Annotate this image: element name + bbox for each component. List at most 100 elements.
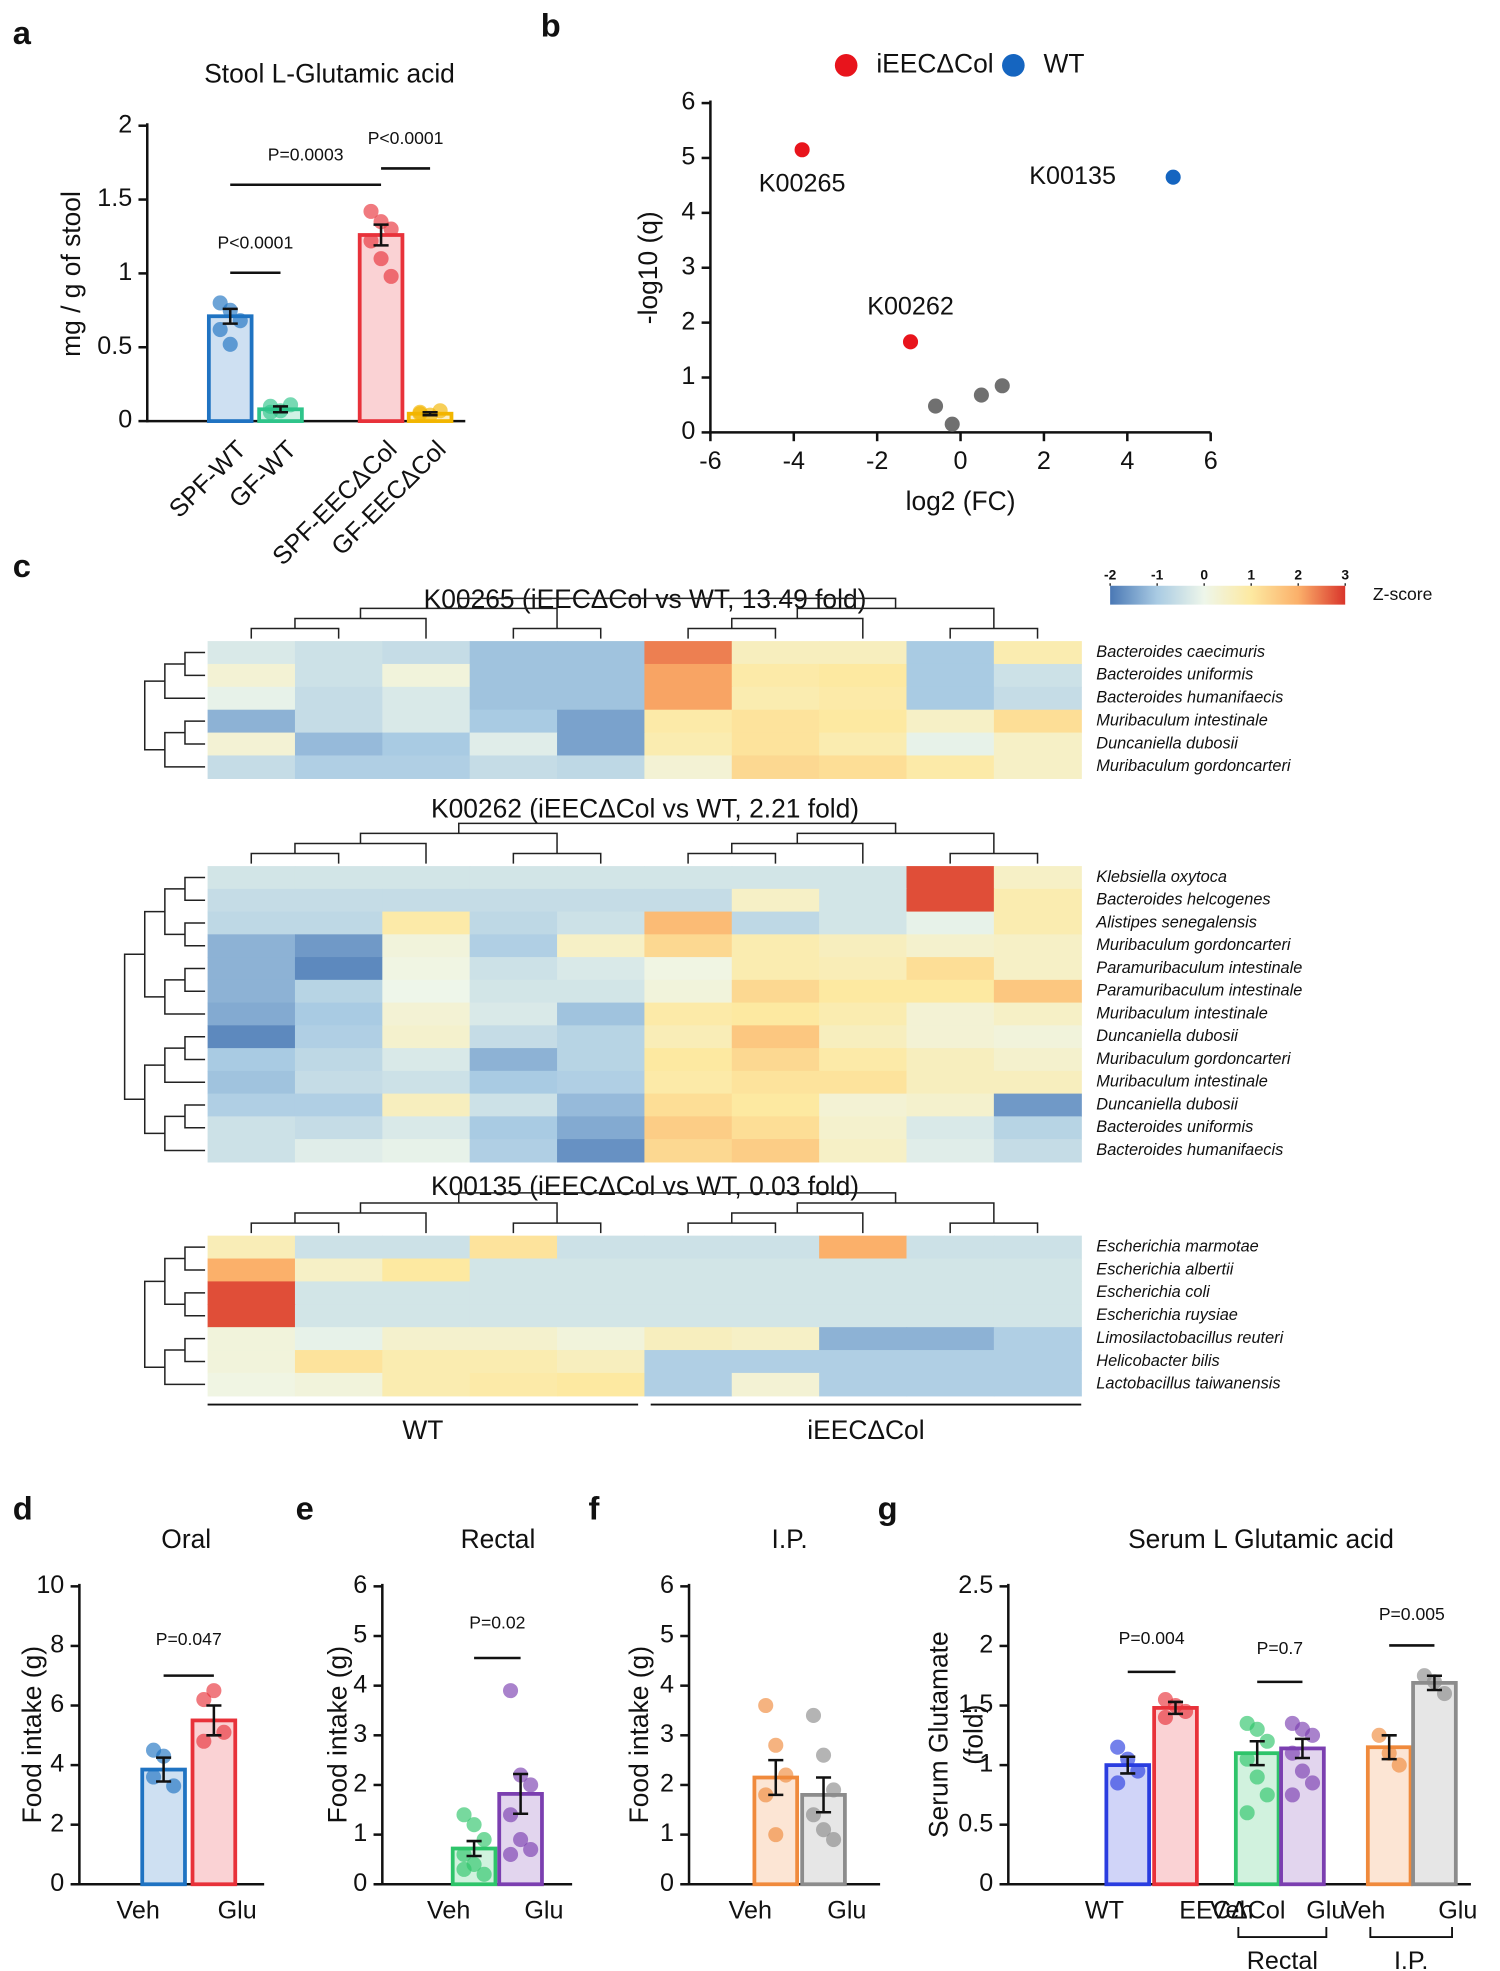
chart-title: I.P. xyxy=(772,1524,808,1554)
y-tick-label: 10 xyxy=(36,1571,64,1599)
heatmap-cell xyxy=(644,888,733,913)
colorbar-tick-label: 2 xyxy=(1294,566,1302,582)
data-point xyxy=(383,268,399,284)
heatmap-cell xyxy=(469,911,558,935)
heatmap-cell xyxy=(644,1350,733,1374)
heatmap-cell xyxy=(819,1235,908,1260)
data-point xyxy=(1249,1769,1265,1785)
heatmap-cell xyxy=(557,1093,646,1117)
data-point xyxy=(456,1861,472,1877)
heatmap-cell xyxy=(294,1281,383,1305)
heatmap-cell xyxy=(819,979,908,1004)
heatmap-cell xyxy=(382,934,471,958)
row-dendrogram xyxy=(184,651,206,677)
column-dendrogram xyxy=(250,852,340,864)
error-bar xyxy=(222,307,238,325)
row-dendrogram xyxy=(143,1280,165,1368)
y-tick-label: 1.5 xyxy=(958,1690,993,1718)
heatmap-cell xyxy=(382,1235,471,1260)
heatmap-cell xyxy=(557,1139,646,1163)
group-bracket xyxy=(1237,1927,1328,1939)
x-tick-label: EECΔCol xyxy=(1179,1897,1285,1925)
heatmap-cell xyxy=(819,732,908,757)
heatmap-cell xyxy=(819,641,908,665)
heatmap-cell xyxy=(993,1327,1082,1351)
heatmap-cell xyxy=(993,755,1082,779)
heatmap-cell xyxy=(731,1372,820,1397)
heatmap-cell xyxy=(906,1093,995,1117)
p-value: P=0.004 xyxy=(1119,1628,1185,1648)
row-label: Escherichia coli xyxy=(1096,1283,1210,1301)
heatmap-cell xyxy=(731,732,820,757)
row-label: Escherichia albertii xyxy=(1096,1260,1233,1278)
data-point xyxy=(805,1807,822,1823)
heatmap-cell xyxy=(207,1327,296,1351)
colorbar-tick-label: -2 xyxy=(1104,566,1117,582)
row-dendrogram xyxy=(143,1064,165,1135)
heatmap-cell xyxy=(731,1235,820,1260)
y-tick-label: 0.5 xyxy=(97,332,132,360)
heatmap-cell xyxy=(644,1258,733,1283)
column-dendrogram xyxy=(687,852,777,864)
heatmap-cell xyxy=(294,686,383,711)
y-tick-label: 0 xyxy=(353,1869,367,1897)
y-tick-label: 3 xyxy=(681,252,695,280)
error-bar xyxy=(513,1772,529,1816)
data-point xyxy=(768,1827,784,1843)
heatmap-cell xyxy=(906,1002,995,1026)
heatmap-cell xyxy=(906,1350,995,1374)
heatmap-cell xyxy=(993,911,1082,935)
row-label: Helicobacter bilis xyxy=(1096,1352,1219,1370)
heatmap-cell xyxy=(557,1002,646,1026)
point-label: K00135 xyxy=(1029,162,1116,190)
heatmap-cell xyxy=(731,755,820,779)
row-label: Muribaculum intestinale xyxy=(1096,711,1268,729)
heatmap-cell xyxy=(644,1070,733,1095)
data-point xyxy=(1294,1763,1311,1779)
heatmap-cell xyxy=(993,686,1082,711)
heatmap-cell xyxy=(382,1350,471,1374)
heatmap-cell xyxy=(819,1093,908,1117)
group-label: WT xyxy=(402,1415,443,1445)
heatmap-cell xyxy=(819,1002,908,1026)
heatmap-cell xyxy=(469,1070,558,1095)
group-label: Rectal xyxy=(1247,1947,1318,1971)
heatmap-cell xyxy=(469,755,558,779)
error-bar xyxy=(272,405,289,414)
row-label: Muribaculum intestinale xyxy=(1096,1004,1268,1022)
heatmap-cell xyxy=(819,1025,908,1049)
heatmap-cell xyxy=(731,866,820,890)
heatmap-cell xyxy=(819,957,908,981)
bar xyxy=(1365,1745,1413,1887)
heatmap-cell xyxy=(906,1025,995,1049)
heatmap-cell xyxy=(731,911,820,935)
column-dendrogram xyxy=(458,597,897,609)
row-dendrogram xyxy=(123,953,145,1101)
heatmap-cell xyxy=(731,1281,820,1305)
heatmap-cell xyxy=(382,732,471,757)
y-tick-label: 1 xyxy=(353,1819,367,1847)
heatmap-cell xyxy=(294,732,383,757)
heatmap-cell xyxy=(731,709,820,734)
heatmap-cell xyxy=(993,1002,1082,1026)
error-bar xyxy=(466,1839,482,1858)
data-point xyxy=(222,336,238,352)
row-label: Alistipes senegalensis xyxy=(1095,913,1257,931)
p-value: P<0.0001 xyxy=(368,128,444,148)
heatmap-cell xyxy=(819,1116,908,1140)
heatmap-cell xyxy=(207,1070,296,1095)
heatmap-cell xyxy=(993,732,1082,757)
heatmap-cell xyxy=(469,1372,558,1397)
data-point xyxy=(1110,1739,1126,1755)
heatmap-cell xyxy=(469,709,558,734)
legend-marker xyxy=(834,54,858,77)
data-point xyxy=(1391,1757,1407,1773)
heatmap-cell xyxy=(207,1048,296,1072)
x-tick-label: Glu xyxy=(524,1897,563,1925)
heatmap-cell xyxy=(644,1093,733,1117)
row-label: Muribaculum gordoncarteri xyxy=(1096,936,1291,954)
error-bar xyxy=(815,1776,832,1814)
row-label: Paramuribaculum intestinale xyxy=(1096,982,1302,1000)
data-point xyxy=(456,1846,472,1863)
